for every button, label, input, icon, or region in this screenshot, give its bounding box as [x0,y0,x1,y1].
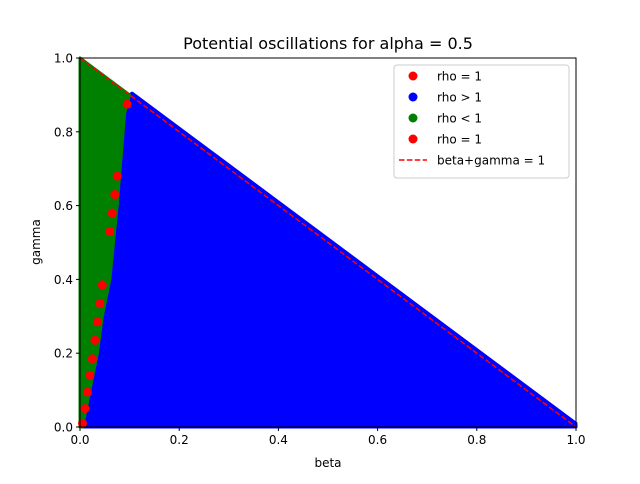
y-tick-label: 0.2 [54,347,73,361]
x-axis-label: beta [314,456,341,470]
data-point-rho-equals-1 [110,190,120,200]
legend-label: rho > 1 [437,91,482,105]
x-tick-label: 0.0 [70,433,89,447]
legend-box [393,64,570,179]
chart-title: Potential oscillations for alpha = 0.5 [183,34,473,53]
data-point-rho-equals-1 [87,354,97,364]
data-point-rho-equals-1 [112,171,122,181]
data-point-rho-equals-1 [105,226,115,236]
legend-marker [408,113,418,123]
data-point-rho-equals-1 [82,387,92,397]
data-point-rho-equals-1 [97,280,107,290]
y-tick-label: 0.0 [54,421,73,435]
x-axis: 0.0 0.2 0.4 0.6 0.8 1.0 [70,427,586,447]
y-tick-label: 0.6 [54,199,73,213]
legend-marker [408,71,418,81]
data-point-rho-equals-1 [85,370,95,380]
y-axis: 0.0 0.2 0.4 0.6 0.8 1.0 [54,52,80,435]
x-tick-label: 1.0 [566,433,585,447]
data-point-rho-equals-1 [80,404,90,414]
x-tick-label: 0.2 [170,433,189,447]
data-point-rho-equals-1 [107,208,117,218]
plot-content [77,56,578,429]
legend-marker [408,92,418,102]
data-point-rho-equals-1 [77,418,87,428]
legend: rho = 1 rho > 1 rho < 1 rho = 1 beta+gamma =… [393,64,570,179]
legend-label: beta+gamma = 1 [437,154,545,168]
legend-label: rho < 1 [437,112,482,126]
y-tick-label: 1.0 [54,52,73,66]
y-tick-label: 0.8 [54,125,73,139]
legend-marker [408,134,418,144]
x-tick-label: 0.6 [368,433,387,447]
data-point-rho-equals-1 [95,298,105,308]
reference-line-beta-plus-gamma [79,57,577,428]
y-axis-label: gamma [29,219,43,265]
data-point-rho-equals-1 [90,335,100,345]
y-tick-label: 0.4 [54,273,73,287]
plot-frame [79,57,577,428]
x-tick-label: 0.4 [269,433,288,447]
legend-label: rho = 1 [437,133,482,147]
data-point-rho-equals-1 [122,99,132,109]
data-point-rho-equals-1 [92,317,102,327]
legend-label: rho = 1 [437,70,482,84]
x-tick-label: 0.8 [467,433,486,447]
